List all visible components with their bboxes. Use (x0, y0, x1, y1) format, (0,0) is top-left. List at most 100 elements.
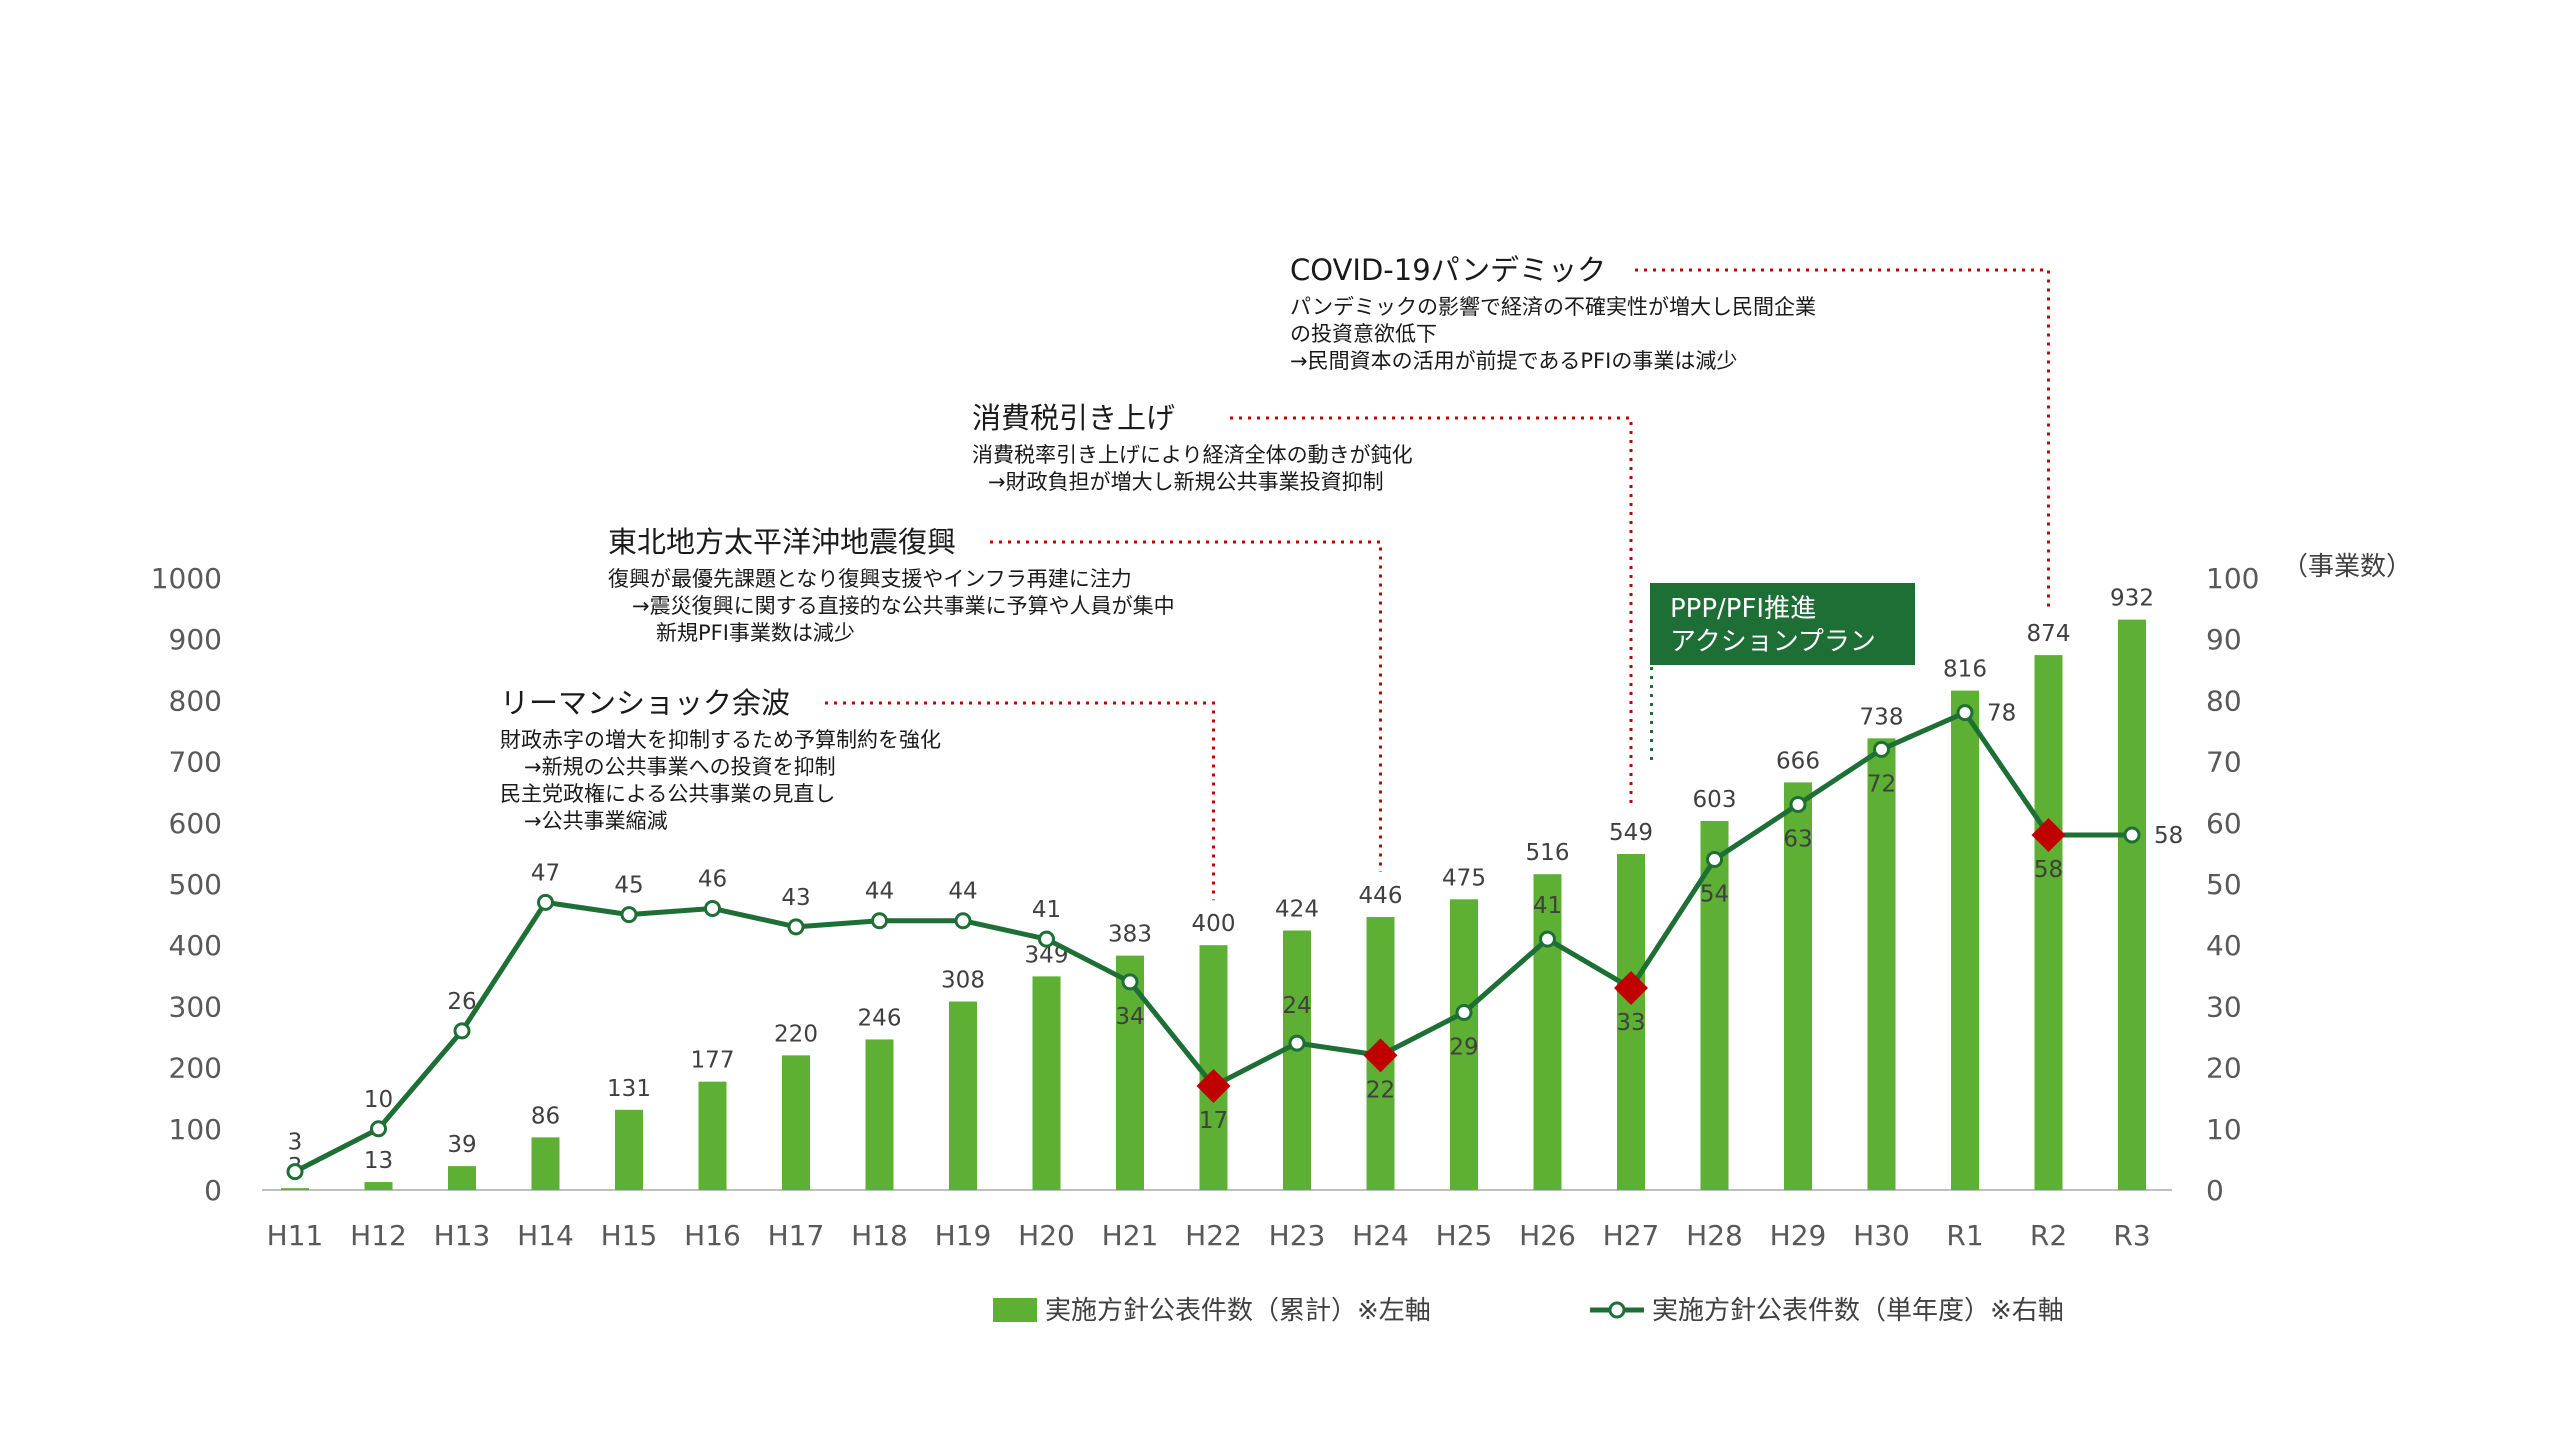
bar-data-labels: 3133986131177220246308349383400424446475… (288, 586, 2154, 1181)
line-value-label: 47 (531, 860, 560, 886)
annotation-line: →公共事業縮減 (524, 809, 668, 833)
highlight-marker (1614, 971, 1648, 1006)
x-tick-label: H16 (684, 1219, 741, 1252)
annotation-title: リーマンショック余波 (500, 686, 790, 720)
bar-value-label: 400 (1192, 911, 1236, 937)
x-tick-label: H15 (601, 1219, 658, 1252)
x-tick-label: R3 (2113, 1219, 2150, 1252)
line-point (1038, 930, 1055, 948)
bar-value-label: 131 (607, 1076, 651, 1102)
line-value-label: 45 (614, 873, 643, 899)
x-tick-label: R2 (2030, 1219, 2067, 1252)
annotation-line: →民間資本の活用が前提であるPFIの事業は減少 (1290, 349, 1737, 373)
x-tick-label: H24 (1352, 1219, 1409, 1252)
bar-value-label: 39 (447, 1132, 476, 1158)
callout-text: PPP/PFI推進 (1670, 594, 1816, 624)
line-point (453, 1022, 471, 1040)
x-tick-label: H29 (1770, 1219, 1827, 1252)
bar (1533, 874, 1562, 1190)
bar (782, 1055, 810, 1190)
line-value-label: 17 (1199, 1108, 1228, 1134)
line-point (1706, 851, 1723, 869)
right-tick-label: 30 (2206, 990, 2242, 1023)
bar (2034, 655, 2063, 1190)
x-tick-label: H21 (1102, 1219, 1159, 1252)
annotation-line: 民主党政権による公共事業の見直し (500, 782, 835, 806)
line-point (704, 899, 721, 917)
line-point (954, 912, 972, 930)
left-tick-label: 600 (169, 807, 222, 840)
bar-value-label: 603 (1693, 787, 1737, 813)
line-point (1121, 973, 1139, 991)
bar (1617, 854, 1645, 1190)
bar-value-label: 308 (941, 968, 985, 994)
annotation-line: 財政赤字の増大を抑制するため予算制約を強化 (500, 728, 941, 752)
line-value-label: 10 (364, 1087, 393, 1113)
annotation-line: 復興が最優先課題となり復興支援やインフラ再建に注力 (608, 567, 1132, 591)
callout-background (1650, 583, 1915, 665)
line-value-label: 72 (1867, 771, 1896, 797)
bar (1283, 930, 1311, 1190)
line-value-label: 24 (1282, 993, 1311, 1019)
x-axis: H11 H12 H13 H14 H15 H16 H17 H18 H19 H20 H21 H22 H23 H… (267, 1219, 2151, 1252)
legend-bar-label: 実施方針公表件数（累計）※左軸 (1045, 1296, 1431, 1326)
legend-line-label: 実施方針公表件数（単年度）※右軸 (1652, 1296, 2064, 1326)
x-tick-label: H13 (434, 1219, 491, 1252)
bar-value-label: 446 (1359, 883, 1403, 909)
line-value-label: 26 (447, 989, 476, 1015)
bar-value-label: 738 (1860, 704, 1904, 730)
line-point (537, 893, 554, 911)
right-tick-label: 0 (2206, 1174, 2224, 1207)
bar (1951, 690, 1979, 1190)
x-tick-label: H12 (350, 1219, 407, 1252)
right-tick-label: 10 (2206, 1113, 2242, 1146)
line-value-label: 44 (865, 879, 894, 905)
annotation: COVID-19パンデミックパンデミックの影響で経済の不確実性が増大し民間企業の… (1290, 253, 1816, 373)
right-axis-unit: （事業数） (2282, 552, 2412, 582)
right-tick-label: 50 (2206, 868, 2242, 901)
left-axis: 0 100 200 300 400 500 600 700 800 900 1000 (151, 562, 222, 1207)
x-tick-label: H20 (1018, 1219, 1075, 1252)
left-tick-label: 1000 (151, 562, 222, 595)
line-value-label: 41 (1533, 893, 1562, 919)
left-tick-label: 0 (204, 1174, 222, 1207)
highlight-marker (1196, 1068, 1231, 1103)
bar (698, 1081, 727, 1190)
left-tick-label: 300 (169, 990, 222, 1023)
line-value-label: 63 (1783, 826, 1812, 852)
annotation-leader (825, 701, 1215, 901)
annotation-line: →震災復興に関する直接的な公共事業に予算や人員が集中 (632, 594, 1175, 618)
bar (531, 1137, 560, 1190)
annotation-line: →財政負担が増大し新規公共事業投資抑制 (988, 470, 1384, 494)
annotation-title: 東北地方太平洋沖地震復興 (608, 525, 956, 559)
line-value-label: 78 (1987, 701, 2016, 727)
line-value-label: 58 (2154, 823, 2183, 849)
annotation-leaders (825, 268, 2050, 901)
line-point (286, 1163, 304, 1181)
bar-value-label: 220 (774, 1021, 818, 1047)
x-tick-label: H27 (1603, 1219, 1660, 1252)
left-tick-label: 900 (169, 623, 222, 656)
annotation-leader (1635, 268, 2050, 611)
line-point (370, 1120, 387, 1138)
x-tick-label: H14 (517, 1219, 574, 1252)
line-point (1288, 1034, 1306, 1052)
annotation-line: パンデミックの影響で経済の不確実性が増大し民間企業 (1290, 295, 1816, 319)
bar (1700, 820, 1729, 1190)
bar-value-label: 516 (1526, 840, 1570, 866)
bar-series (281, 619, 2146, 1190)
line-value-label: 29 (1449, 1035, 1478, 1061)
line-point (1539, 930, 1556, 948)
line-value-label: 44 (948, 879, 977, 905)
x-tick-label: H22 (1185, 1219, 1242, 1252)
line-value-label: 33 (1616, 1010, 1645, 1036)
bar (865, 1039, 894, 1190)
line-point (1455, 1004, 1473, 1022)
line-point (1789, 795, 1807, 813)
right-tick-label: 100 (2206, 562, 2259, 595)
bar (448, 1166, 476, 1190)
